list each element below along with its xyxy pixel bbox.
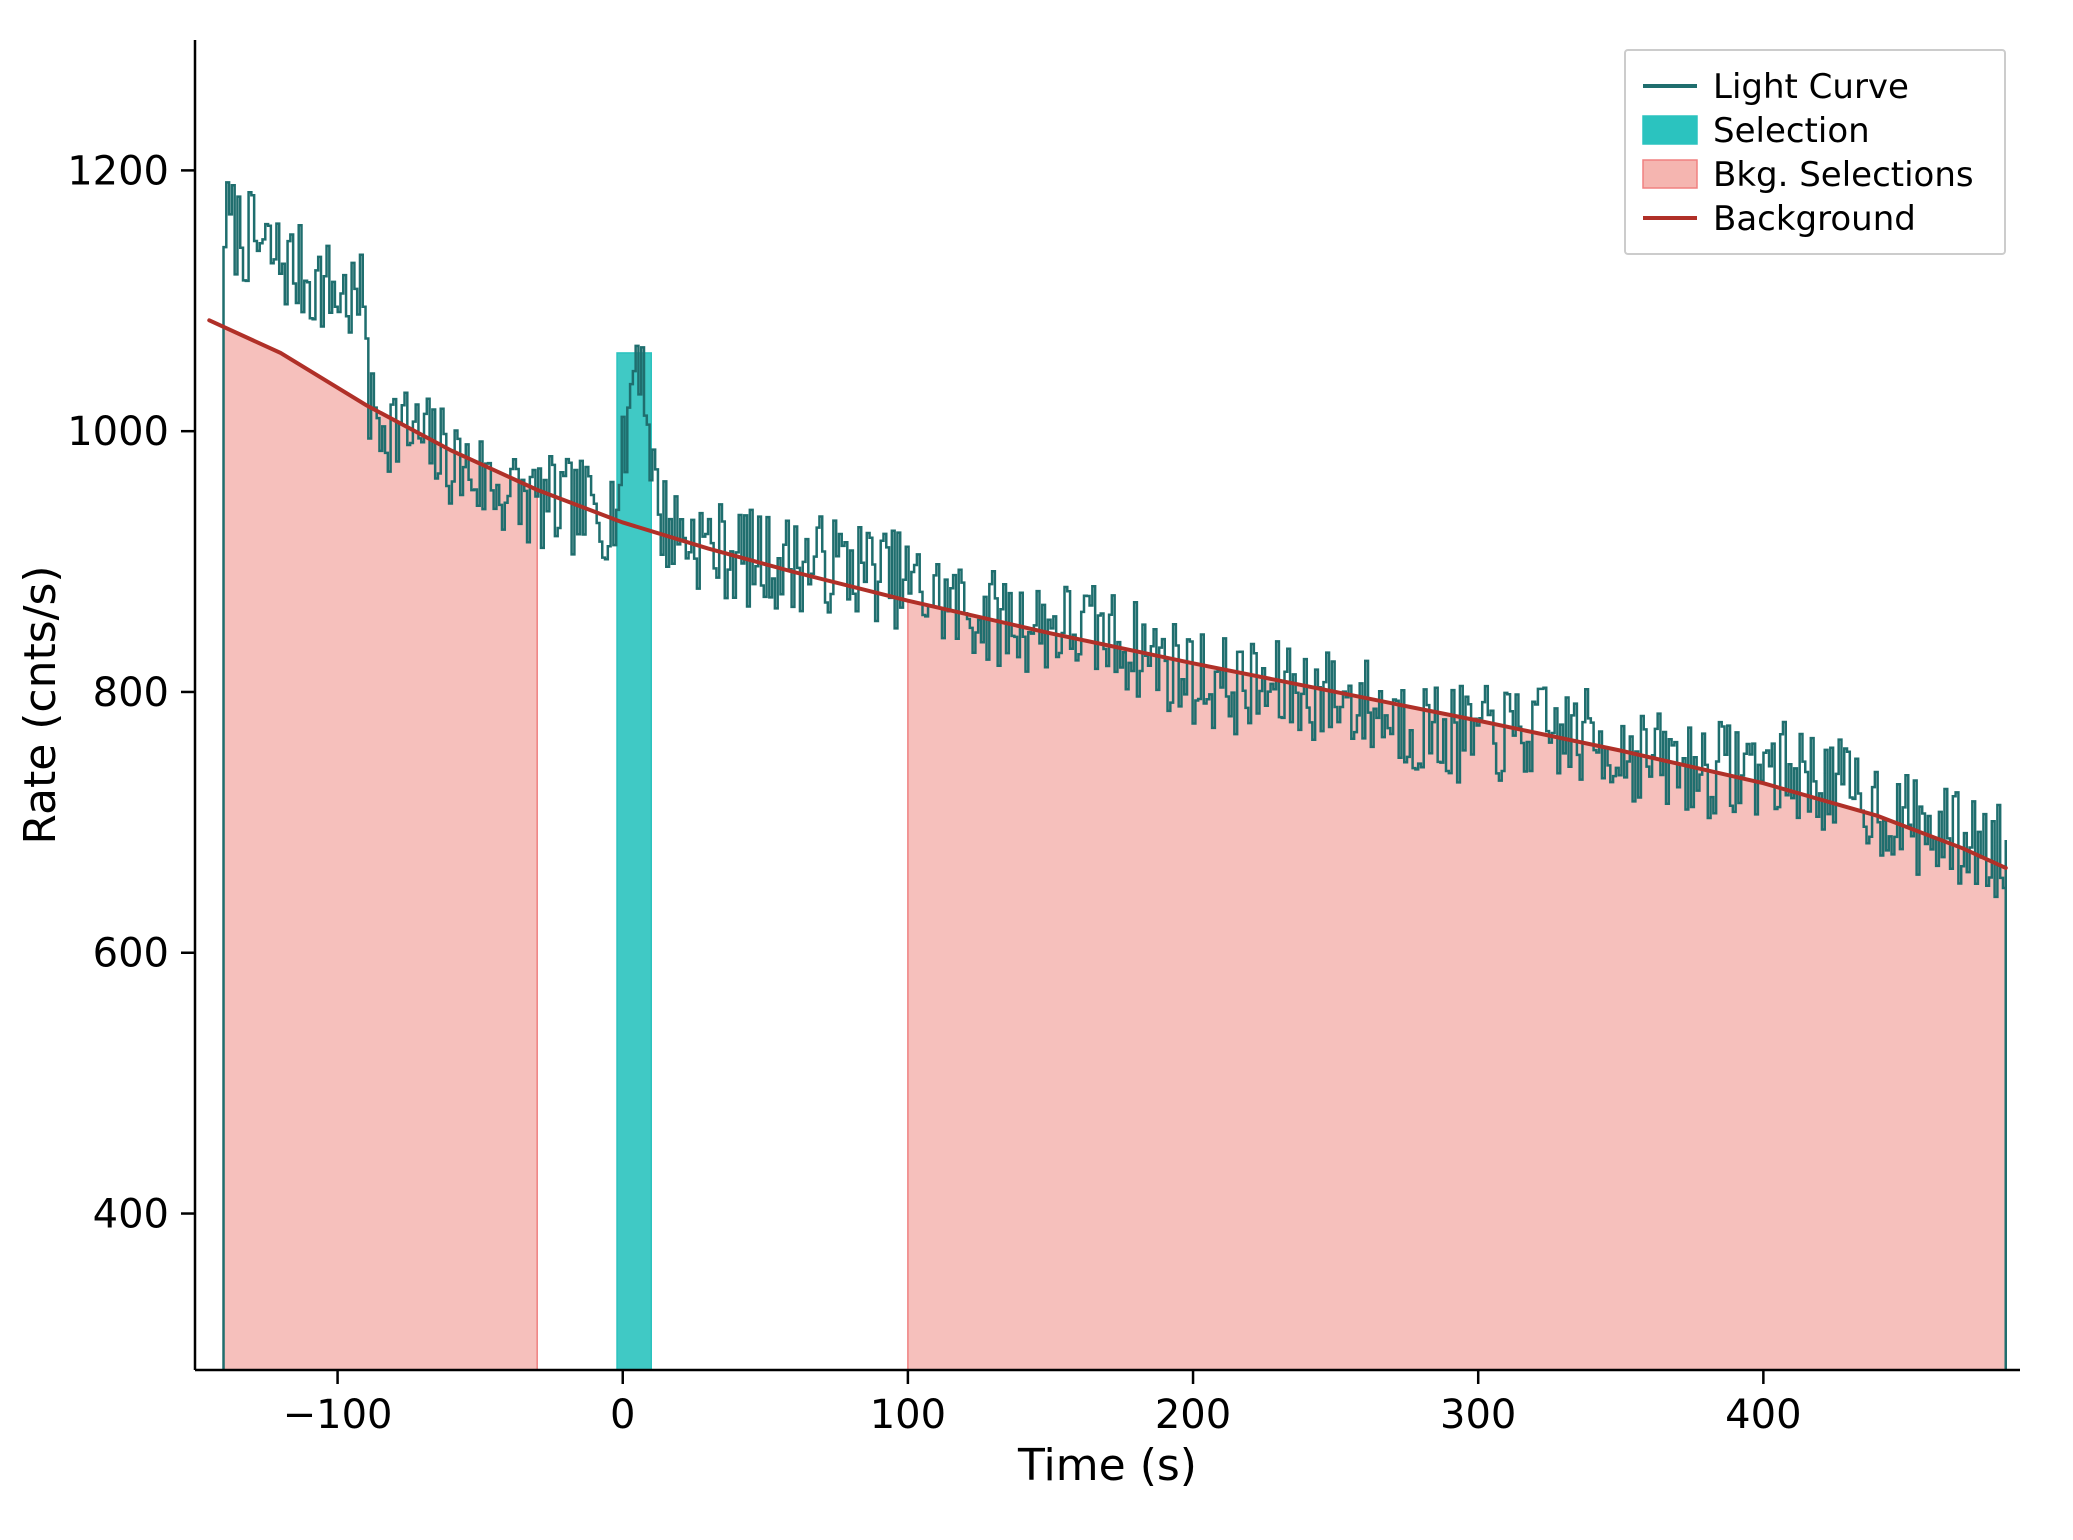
legend-label: Light Curve: [1713, 67, 1909, 107]
y-tick-label: 600: [93, 931, 169, 977]
plot-area: [209, 182, 2005, 1370]
y-axis-label: Rate (cnts/s): [15, 565, 66, 844]
x-axis-label: Time (s): [1017, 1440, 1197, 1491]
x-tick-label: −100: [283, 1392, 393, 1438]
legend-label: Bkg. Selections: [1713, 155, 1974, 195]
light-curve-chart: −100 0 100 200 300 400 400 600 800 1000 1200 Time (…: [0, 0, 2073, 1540]
y-tick-label: 800: [93, 670, 169, 716]
y-tick-label: 1200: [67, 148, 169, 194]
x-tick-label: 200: [1155, 1392, 1231, 1438]
y-tick-label: 400: [93, 1192, 169, 1238]
x-tick-label: 300: [1440, 1392, 1516, 1438]
x-tick-label: 0: [610, 1392, 635, 1438]
x-tick-label: 400: [1725, 1392, 1801, 1438]
legend: Light CurveSelectionBkg. SelectionsBackg…: [1625, 50, 2005, 254]
y-tick-label: 1000: [67, 409, 169, 455]
legend-handle-patch: [1643, 160, 1697, 188]
legend-handle-patch: [1643, 116, 1697, 144]
chart-svg: −100 0 100 200 300 400 400 600 800 1000 1200 Time (…: [0, 0, 2073, 1540]
x-tick-label: 100: [870, 1392, 946, 1438]
legend-label: Background: [1713, 199, 1916, 239]
legend-label: Selection: [1713, 111, 1870, 151]
selection-region: [617, 353, 651, 1370]
